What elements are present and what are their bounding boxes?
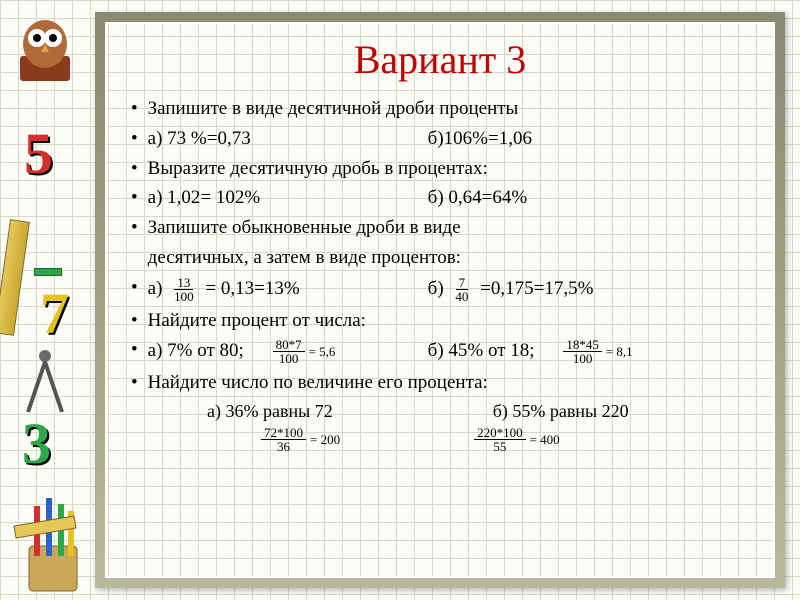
numerator: 220*100 bbox=[474, 426, 526, 440]
calc: 72*100 36 = 200 bbox=[257, 426, 340, 453]
bullet-icon: • bbox=[131, 309, 138, 333]
text: а) 73 %=0,73 б)106%=1,06 bbox=[148, 127, 753, 151]
bullet-row: • Выразите десятичную дробь в процентах: bbox=[127, 157, 753, 181]
fraction: 18*45 100 bbox=[563, 338, 602, 365]
bullet-row: • Запишите обыкновенные дроби в виде bbox=[127, 216, 753, 240]
col-b: б) 45% от 18; 18*45 100 = 8,1 bbox=[428, 338, 753, 365]
bullet-row-cont: • десятичных, а затем в виде процентов: bbox=[127, 246, 753, 270]
col-b: б) 7 40 =0,175=17,5% bbox=[428, 276, 753, 303]
bullet-icon: • bbox=[131, 276, 138, 300]
bullet-row: • а) 7% от 80; 80*7 100 = 5,6 б) 45% от … bbox=[127, 338, 753, 365]
fraction: 7 40 bbox=[452, 276, 471, 303]
label: б) 45% от 18; bbox=[428, 340, 535, 361]
denominator: 55 bbox=[490, 440, 509, 453]
digit-3: 3 bbox=[22, 410, 51, 477]
fraction: 220*100 55 bbox=[474, 426, 526, 453]
result: = 5,6 bbox=[309, 344, 336, 360]
denominator: 100 bbox=[171, 290, 197, 303]
col-a: а) 1,02= 102% bbox=[148, 186, 428, 210]
numerator: 7 bbox=[456, 276, 469, 290]
calc: 18*45 100 = 8,1 bbox=[559, 338, 632, 365]
col-b: б) 0,64=64% bbox=[428, 186, 753, 210]
col-a: а) 7% от 80; 80*7 100 = 5,6 bbox=[148, 338, 428, 365]
text: Запишите обыкновенные дроби в виде bbox=[148, 216, 753, 240]
bullet-row: • Запишите в виде десятичной дроби проце… bbox=[127, 97, 753, 121]
fraction: 13 100 bbox=[171, 276, 197, 303]
text: Запишите в виде десятичной дроби процент… bbox=[148, 97, 753, 121]
bottom-calcs: 72*100 36 = 200 220*100 55 = 400 bbox=[257, 426, 753, 453]
denominator: 36 bbox=[274, 440, 293, 453]
answer-a: а) 36% равны 72 bbox=[207, 401, 333, 422]
bullet-icon: • bbox=[131, 216, 138, 240]
text: а) 7% от 80; 80*7 100 = 5,6 б) 45% от 18… bbox=[148, 338, 753, 365]
calc: 80*7 100 = 5,6 bbox=[269, 338, 336, 365]
bullet-icon: • bbox=[131, 371, 138, 395]
denominator: 100 bbox=[276, 352, 302, 365]
bullet-icon: • bbox=[131, 338, 138, 362]
compass-icon bbox=[18, 348, 73, 418]
value: =0,175=17,5% bbox=[480, 277, 593, 298]
digit-7: 7 bbox=[40, 280, 69, 347]
bullet-icon: • bbox=[131, 127, 138, 151]
bullet-row: • а) 1,02= 102% б) 0,64=64% bbox=[127, 186, 753, 210]
numerator: 13 bbox=[174, 276, 193, 290]
fraction: 72*100 36 bbox=[261, 426, 306, 453]
digit-5: 5 bbox=[24, 120, 53, 187]
answer-b: б) 55% равны 220 bbox=[493, 401, 629, 422]
col-a: а) 73 %=0,73 bbox=[148, 127, 428, 151]
col-a: а) 13 100 = 0,13=13% bbox=[148, 276, 428, 303]
bullet-icon: • bbox=[131, 97, 138, 121]
text: Выразите десятичную дробь в процентах: bbox=[148, 157, 753, 181]
bullet-row: • а) 73 %=0,73 б)106%=1,06 bbox=[127, 127, 753, 151]
fraction: 80*7 100 bbox=[273, 338, 305, 365]
minus-icon bbox=[34, 268, 62, 276]
bullet-icon: • bbox=[131, 157, 138, 181]
numerator: 18*45 bbox=[563, 338, 602, 352]
calc: 220*100 55 = 400 bbox=[470, 426, 560, 453]
bullet-icon: • bbox=[131, 186, 138, 210]
value: = 0,13=13% bbox=[205, 277, 299, 298]
label: б) bbox=[428, 277, 444, 298]
slide-title: Вариант 3 bbox=[127, 36, 753, 83]
numerator: 80*7 bbox=[273, 338, 305, 352]
result: = 400 bbox=[530, 432, 560, 448]
denominator: 40 bbox=[452, 290, 471, 303]
text: а) 1,02= 102% б) 0,64=64% bbox=[148, 186, 753, 210]
text: Найдите процент от числа: bbox=[148, 309, 753, 333]
result: = 200 bbox=[310, 432, 340, 448]
pencil-cup-icon bbox=[4, 486, 99, 596]
text: Найдите число по величине его процента: bbox=[148, 371, 753, 395]
numerator: 72*100 bbox=[261, 426, 306, 440]
col-b: б)106%=1,06 bbox=[428, 127, 753, 151]
result: = 8,1 bbox=[606, 344, 633, 360]
owl-icon bbox=[10, 6, 80, 86]
text: десятичных, а затем в виде процентов: bbox=[148, 246, 753, 270]
bullet-row: • а) 13 100 = 0,13=13% б) 7 40 =0,175=17… bbox=[127, 276, 753, 303]
label: а) 7% от 80; bbox=[148, 340, 244, 361]
answers-row: а) 36% равны 72 б) 55% равны 220 bbox=[207, 401, 753, 422]
label: а) bbox=[148, 277, 163, 298]
text: а) 13 100 = 0,13=13% б) 7 40 =0,175=17,5… bbox=[148, 276, 753, 303]
denominator: 100 bbox=[570, 352, 596, 365]
bullet-row: • Найдите процент от числа: bbox=[127, 309, 753, 333]
content-frame: Вариант 3 • Запишите в виде десятичной д… bbox=[95, 12, 785, 588]
bullet-row: • Найдите число по величине его процента… bbox=[127, 371, 753, 395]
